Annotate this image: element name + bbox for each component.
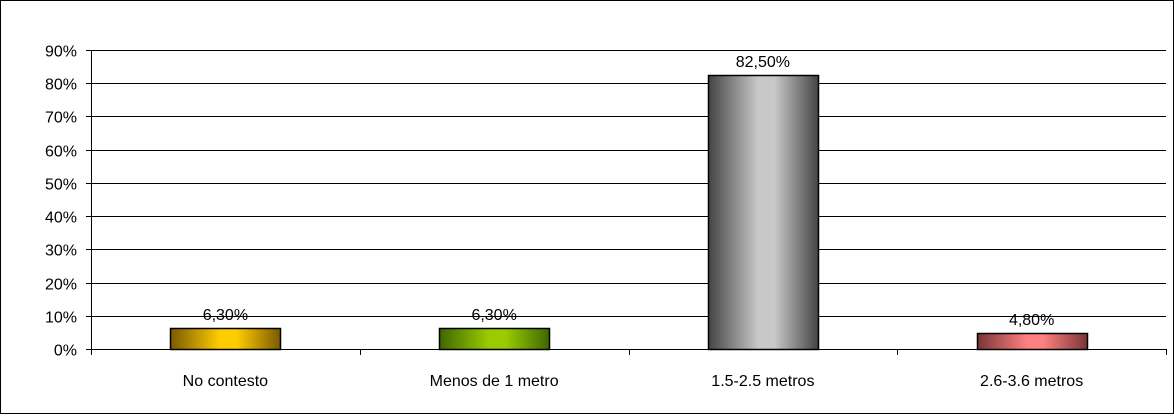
bar <box>169 327 282 351</box>
y-tick-label: 10% <box>45 310 77 327</box>
data-label: 4,80% <box>1009 312 1054 329</box>
y-tick-label: 50% <box>45 177 77 194</box>
data-label: 6,30% <box>203 307 248 324</box>
x-tick-label: No contesto <box>183 373 268 390</box>
y-tick-label: 80% <box>45 77 77 94</box>
y-tick-label: 60% <box>45 144 77 161</box>
y-tick-label: 40% <box>45 210 77 227</box>
y-tick-label: 20% <box>45 277 77 294</box>
y-tick-label: 30% <box>45 243 77 260</box>
bar <box>707 74 820 351</box>
bar <box>438 327 551 351</box>
y-tick-label: 0% <box>54 343 77 360</box>
x-tick-label: Menos de 1 metro <box>430 373 559 390</box>
bar <box>976 332 1089 351</box>
data-label: 6,30% <box>471 307 516 324</box>
x-tick-label: 2.6-3.6 metros <box>980 373 1083 390</box>
y-tick-label: 70% <box>45 110 77 127</box>
data-label: 82,50% <box>736 54 790 71</box>
x-tick-label: 1.5-2.5 metros <box>711 373 814 390</box>
y-tick-label: 90% <box>45 44 77 61</box>
